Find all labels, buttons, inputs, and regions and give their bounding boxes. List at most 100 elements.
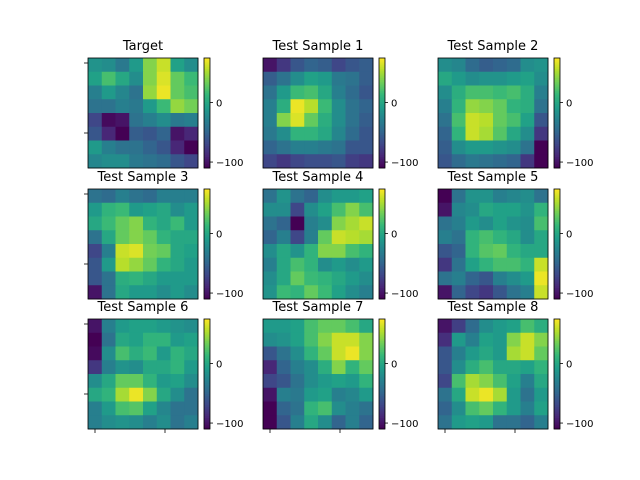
heatmap-cell <box>184 257 199 272</box>
colorbar-segment <box>204 253 210 256</box>
colorbar-segment <box>379 129 385 132</box>
heatmap-cell <box>263 202 278 217</box>
colorbar-segment <box>379 278 385 282</box>
colorbar-segment <box>554 140 560 143</box>
colorbar-segment <box>379 337 385 340</box>
colorbar-segment <box>379 146 385 149</box>
colorbar-segment <box>379 353 385 357</box>
colorbar-tick-label: −100 <box>566 289 593 300</box>
heatmap-cell <box>318 285 333 300</box>
colorbar-segment <box>379 266 385 269</box>
heatmap-cell <box>520 257 535 272</box>
colorbar-segment <box>554 390 560 393</box>
axes-frame <box>437 57 549 169</box>
heatmap-cell <box>156 99 171 114</box>
colorbar-segment <box>554 144 560 147</box>
heatmap-cell <box>318 401 333 416</box>
heatmap-cell <box>101 140 116 155</box>
heatmap-cell <box>493 271 508 286</box>
colorbar-segment <box>204 267 210 271</box>
colorbar-segment <box>379 142 385 145</box>
heatmap-cell <box>184 415 199 430</box>
colorbar-segment <box>204 83 210 86</box>
heatmap-cell <box>88 126 103 141</box>
heatmap-cell <box>331 374 346 389</box>
colorbar-segment <box>204 295 210 298</box>
heatmap-cell <box>88 374 103 389</box>
heatmap-cell <box>479 113 494 128</box>
heatmap-cell <box>170 346 185 361</box>
heatmap-cell <box>263 85 278 100</box>
heatmap-cell <box>129 319 144 334</box>
colorbar-segment <box>554 92 560 96</box>
colorbar-segment <box>204 124 210 127</box>
heatmap-cell <box>115 140 130 155</box>
heatmap-cell <box>359 332 374 347</box>
colorbar-segment <box>204 102 210 105</box>
heatmap-cell <box>143 257 158 272</box>
heatmap-cell <box>115 285 130 300</box>
heatmap-cell <box>451 230 466 245</box>
heatmap-cell <box>276 202 291 217</box>
colorbar-segment <box>379 127 385 130</box>
heatmap-cell <box>465 387 480 402</box>
heatmap-cell <box>143 415 158 430</box>
colorbar-segment <box>554 114 560 118</box>
colorbar-segment <box>204 209 210 212</box>
axes-frame <box>87 57 199 169</box>
panel-4: Test Sample 3 0 −100 <box>84 170 243 300</box>
colorbar-segment <box>204 284 210 287</box>
heatmap-cell <box>143 154 158 169</box>
heatmap-cell <box>101 58 116 73</box>
heatmap-cell <box>331 189 346 204</box>
heatmap-cell <box>88 257 103 272</box>
colorbar-segment <box>204 414 210 417</box>
colorbar-segment <box>379 96 385 99</box>
heatmap-cell <box>451 140 466 155</box>
colorbar-segment <box>204 189 210 192</box>
heatmap-cell <box>101 319 116 334</box>
colorbar-segment <box>554 236 560 239</box>
heatmap-cell <box>331 113 346 128</box>
colorbar-segment <box>554 149 560 152</box>
heatmap-cell <box>345 360 360 375</box>
colorbar-segment <box>379 282 385 285</box>
colorbar-segment <box>204 190 210 194</box>
colorbar-segment <box>554 189 560 192</box>
heatmap-cell <box>479 85 494 100</box>
colorbar-segment <box>204 379 210 382</box>
heatmap-cell <box>520 387 535 402</box>
heatmap-cell <box>88 319 103 334</box>
heatmap-cell <box>290 374 305 389</box>
colorbar-segment <box>554 381 560 384</box>
heatmap-cell <box>290 58 305 73</box>
heatmap-cell <box>129 401 144 416</box>
heatmap-cell <box>143 319 158 334</box>
heatmap-cell <box>479 271 494 286</box>
heatmap-cell <box>318 271 333 286</box>
colorbar-segment <box>554 109 560 112</box>
heatmap-cell <box>170 154 185 169</box>
heatmap-cell <box>465 374 480 389</box>
heatmap-cell <box>290 401 305 416</box>
heatmap-cell <box>88 216 103 231</box>
colorbar-segment <box>554 91 560 94</box>
colorbar-segment <box>379 335 385 338</box>
colorbar-segment <box>204 319 210 322</box>
colorbar-segment <box>379 255 385 258</box>
heatmap-cell <box>506 85 521 100</box>
colorbar-segment <box>204 396 210 399</box>
heatmap-cell <box>331 387 346 402</box>
heatmap-cell <box>359 346 374 361</box>
colorbar-segment <box>379 59 385 63</box>
colorbar-segment <box>554 242 560 245</box>
colorbar-segment <box>554 322 560 325</box>
heatmap-cell <box>276 154 291 169</box>
colorbar-segment <box>554 377 560 380</box>
heatmap-cell <box>520 319 535 334</box>
colorbar-segment <box>379 381 385 384</box>
colorbar-segment <box>554 397 560 401</box>
colorbar-segment <box>379 397 385 401</box>
heatmap-cell <box>115 332 130 347</box>
heatmap-cell <box>184 99 199 114</box>
